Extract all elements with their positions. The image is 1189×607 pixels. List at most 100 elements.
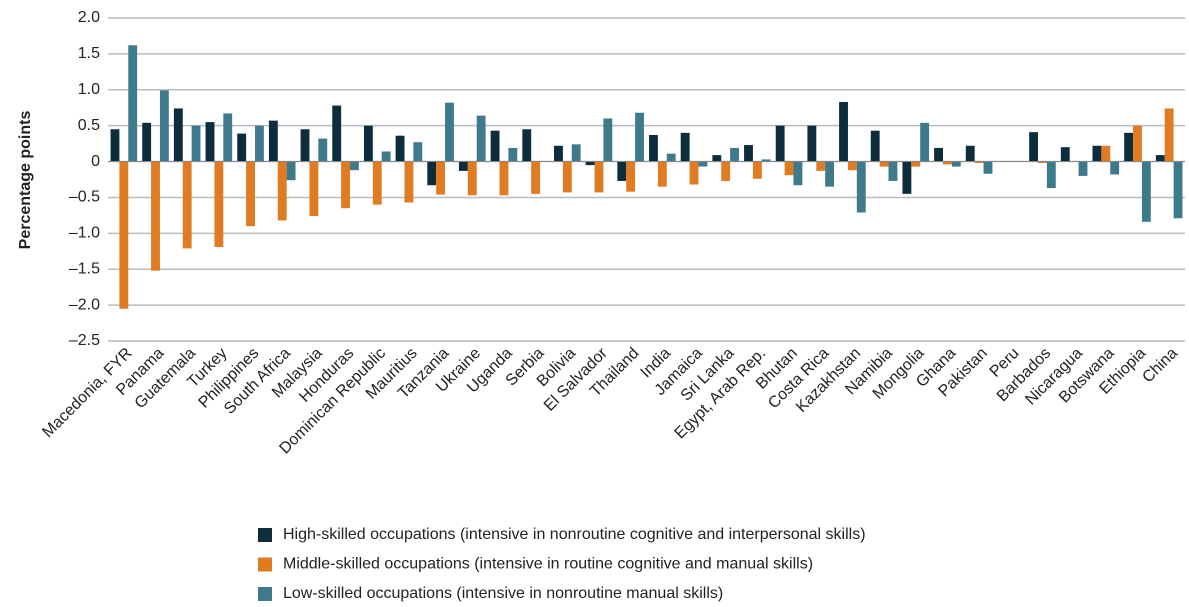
bar	[689, 161, 699, 185]
bar	[1133, 125, 1142, 162]
bar	[1038, 161, 1047, 163]
bar	[920, 122, 930, 162]
bar	[445, 102, 454, 162]
bar	[942, 161, 952, 165]
y-tick-label: –1.5	[69, 260, 100, 277]
bar	[603, 118, 613, 162]
bar	[951, 161, 961, 167]
bar	[332, 105, 342, 162]
bar	[151, 161, 160, 271]
bar	[752, 161, 762, 179]
x-tick-label: China	[1139, 345, 1181, 387]
bar	[214, 161, 224, 247]
bar	[363, 125, 373, 162]
bar	[554, 145, 563, 162]
bar	[341, 161, 351, 209]
bar	[680, 132, 690, 162]
y-tick-label: 1.5	[78, 45, 100, 62]
bar	[902, 161, 912, 194]
bar	[246, 161, 255, 227]
bar	[847, 161, 857, 171]
legend-label: Middle-skilled occupations (intensive in…	[283, 556, 813, 573]
bar	[381, 151, 391, 162]
bar	[413, 142, 423, 162]
bar	[1046, 161, 1056, 189]
bar	[436, 161, 446, 195]
bar	[142, 122, 152, 162]
bar	[879, 161, 889, 167]
y-tick-label: –2.0	[69, 296, 100, 313]
bar	[585, 161, 595, 166]
bar	[128, 45, 138, 162]
bar	[237, 133, 247, 162]
bar	[458, 161, 468, 171]
y-tick-label: –2.5	[69, 332, 100, 349]
bar	[223, 113, 233, 162]
y-tick-label: 0.5	[78, 117, 100, 134]
bar	[1155, 155, 1165, 162]
bar	[318, 138, 328, 162]
bar	[974, 161, 984, 163]
bar	[268, 120, 278, 162]
bar	[657, 161, 667, 187]
bar	[965, 145, 975, 162]
bar	[1110, 161, 1120, 175]
bar	[531, 161, 541, 194]
bar	[522, 129, 532, 162]
bar	[404, 161, 414, 203]
bar	[173, 108, 183, 162]
bar	[1101, 145, 1111, 162]
bar	[300, 129, 310, 162]
bar	[1164, 108, 1174, 162]
bar	[395, 135, 405, 162]
bar	[839, 101, 848, 162]
bar	[793, 161, 803, 186]
bar	[617, 161, 627, 181]
bar	[571, 144, 581, 162]
bar	[594, 161, 604, 193]
bar	[649, 134, 658, 162]
bar	[775, 125, 785, 162]
bar	[721, 161, 731, 181]
bar	[856, 161, 866, 213]
bar	[983, 161, 993, 174]
bar	[277, 161, 287, 221]
bar	[635, 112, 644, 162]
bar	[286, 161, 296, 181]
bar	[350, 161, 359, 171]
bar	[870, 130, 880, 162]
legend-swatch	[258, 587, 272, 601]
y-tick-label: 1.0	[78, 81, 100, 98]
bar	[807, 125, 817, 162]
bar	[698, 161, 708, 167]
bar	[562, 161, 572, 193]
bar	[1092, 145, 1102, 162]
bar	[110, 129, 120, 162]
bar	[508, 147, 518, 162]
y-tick-label: –0.5	[69, 189, 100, 206]
bar	[427, 161, 437, 186]
bar	[825, 161, 835, 187]
bar	[1060, 147, 1070, 162]
bar	[784, 161, 794, 176]
bar	[1029, 132, 1039, 162]
bar	[666, 153, 676, 162]
bar	[626, 161, 636, 192]
bar	[309, 161, 319, 217]
bar	[761, 159, 771, 162]
bar	[816, 161, 826, 171]
y-tick-label: 0	[91, 153, 100, 170]
legend-swatch	[258, 557, 272, 572]
bar	[119, 161, 129, 309]
bar	[467, 161, 477, 196]
bar	[254, 125, 264, 162]
bar	[205, 122, 215, 162]
bar	[911, 161, 921, 167]
bar	[744, 145, 753, 162]
y-tick-label: –1.0	[69, 225, 100, 242]
bar	[372, 161, 382, 205]
legend-swatch	[258, 528, 272, 542]
bar	[730, 147, 739, 162]
legend-label: Low-skilled occupations (intensive in no…	[283, 585, 723, 602]
